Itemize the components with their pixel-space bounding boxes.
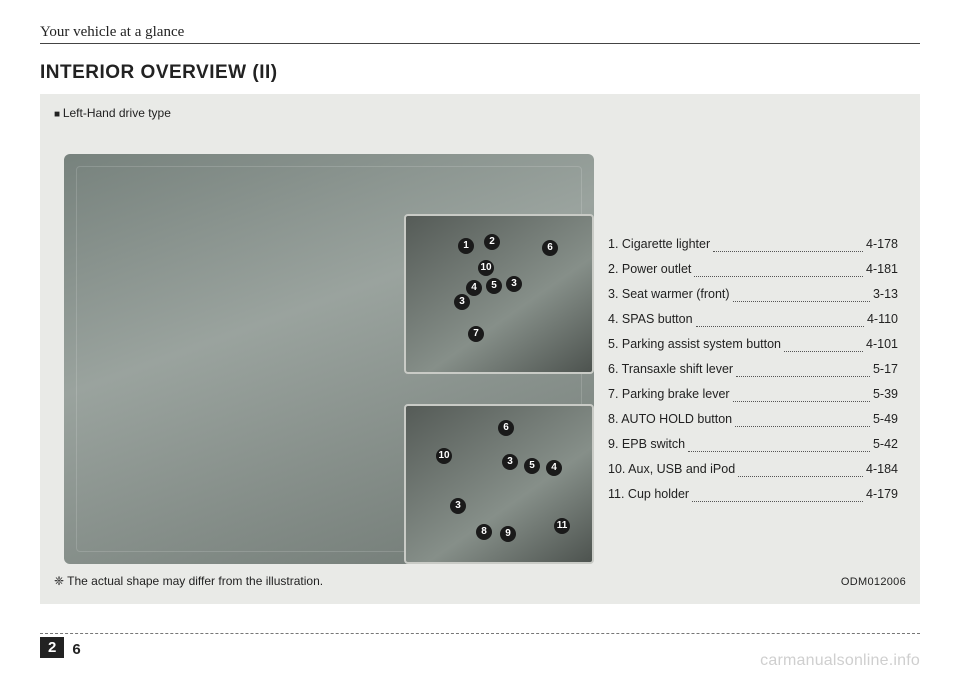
legend-row: 3. Seat warmer (front) 3-13	[608, 282, 898, 307]
callout-5b: 5	[524, 458, 540, 474]
legend-label: 11. Cup holder	[608, 482, 689, 507]
callout-8: 8	[476, 524, 492, 540]
legend-ref: 4-101	[866, 332, 898, 357]
legend-ref: 3-13	[873, 282, 898, 307]
legend-ref: 4-179	[866, 482, 898, 507]
legend-row: 5. Parking assist system button 4-101	[608, 332, 898, 357]
variant-label-text: Left-Hand drive type	[63, 106, 171, 120]
callout-3d: 3	[450, 498, 466, 514]
callout-2: 2	[484, 234, 500, 250]
callout-10b: 10	[436, 448, 452, 464]
callout-3a: 3	[506, 276, 522, 292]
callout-6b: 6	[498, 420, 514, 436]
callout-3b: 3	[454, 294, 470, 310]
callout-6a: 6	[542, 240, 558, 256]
callout-1: 1	[458, 238, 474, 254]
chapter-number: 2	[40, 637, 64, 658]
legend-label: 2. Power outlet	[608, 257, 691, 282]
console-inset-top: 1 2 10 4 5 3 3 6 7	[404, 214, 594, 374]
legend-ref: 5-39	[873, 382, 898, 407]
page-number: 2 6	[40, 637, 81, 658]
running-head: Your vehicle at a glance	[40, 24, 920, 41]
legend-row: 11. Cup holder 4-179	[608, 482, 898, 507]
interior-illustration: 1 2 10 4 5 3 3 6 7 6 10 3 5 4 3 8 9 11	[64, 154, 594, 564]
legend-row: 7. Parking brake lever 5-39	[608, 382, 898, 407]
callout-10a: 10	[478, 260, 494, 276]
legend-list: 1. Cigarette lighter 4-178 2. Power outle…	[608, 232, 898, 507]
legend-label: 4. SPAS button	[608, 307, 693, 332]
page-number-value: 6	[72, 641, 80, 658]
variant-label: ■ Left-Hand drive type	[54, 106, 171, 120]
callout-3c: 3	[502, 454, 518, 470]
legend-ref: 5-17	[873, 357, 898, 382]
legend-ref: 4-178	[866, 232, 898, 257]
legend-row: 6. Transaxle shift lever 5-17	[608, 357, 898, 382]
page-title: INTERIOR OVERVIEW (II)	[40, 62, 920, 84]
legend-ref: 5-42	[873, 432, 898, 457]
figure-footnote: ❈ The actual shape may differ from the i…	[54, 574, 323, 588]
legend-label: 10. Aux, USB and iPod	[608, 457, 735, 482]
console-inset-bottom: 6 10 3 5 4 3 8 9 11	[404, 404, 594, 564]
legend-row: 8. AUTO HOLD button 5-49	[608, 407, 898, 432]
legend-ref: 5-49	[873, 407, 898, 432]
footer-rule	[40, 633, 920, 634]
callout-9: 9	[500, 526, 516, 542]
legend-ref: 4-110	[867, 307, 898, 332]
callout-11: 11	[554, 518, 570, 534]
legend-label: 8. AUTO HOLD button	[608, 407, 732, 432]
callout-5a: 5	[486, 278, 502, 294]
callout-4b: 4	[546, 460, 562, 476]
figure-panel: ■ Left-Hand drive type 1 2 10 4 5 3 3 6 …	[40, 94, 920, 604]
legend-row: 2. Power outlet 4-181	[608, 257, 898, 282]
callout-7: 7	[468, 326, 484, 342]
legend-row: 9. EPB switch 5-42	[608, 432, 898, 457]
legend-ref: 4-184	[866, 457, 898, 482]
legend-ref: 4-181	[866, 257, 898, 282]
figure-code: ODM012006	[841, 576, 906, 588]
legend-label: 7. Parking brake lever	[608, 382, 730, 407]
legend-row: 4. SPAS button 4-110	[608, 307, 898, 332]
watermark: carmanualsonline.info	[760, 652, 920, 670]
legend-label: 5. Parking assist system button	[608, 332, 781, 357]
legend-label: 6. Transaxle shift lever	[608, 357, 733, 382]
callout-4a: 4	[466, 280, 482, 296]
legend-row: 1. Cigarette lighter 4-178	[608, 232, 898, 257]
legend-row: 10. Aux, USB and iPod 4-184	[608, 457, 898, 482]
legend-label: 1. Cigarette lighter	[608, 232, 710, 257]
legend-label: 3. Seat warmer (front)	[608, 282, 730, 307]
legend-label: 9. EPB switch	[608, 432, 685, 457]
